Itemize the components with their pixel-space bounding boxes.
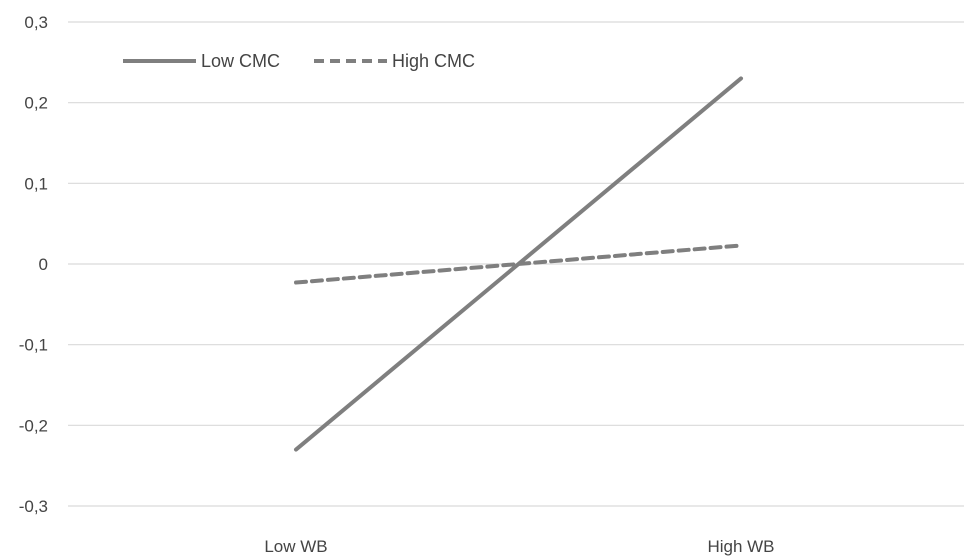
gridlines — [68, 21, 964, 507]
legend-label-high-cmc: High CMC — [392, 51, 475, 71]
y-tick-label: -0,1 — [19, 336, 48, 355]
y-tick-label: 0,3 — [24, 13, 48, 32]
x-category-label: High WB — [707, 537, 774, 556]
series-line-high-cmc — [294, 243, 743, 285]
y-tick-label: -0,2 — [19, 416, 48, 435]
legend: Low CMC High CMC — [123, 51, 475, 71]
y-tick-label: 0,1 — [24, 174, 48, 193]
x-category-label: Low WB — [264, 537, 327, 556]
legend-label-low-cmc: Low CMC — [201, 51, 280, 71]
y-tick-label: -0,3 — [19, 497, 48, 516]
x-axis-categories: Low WB High WB — [264, 537, 774, 556]
y-axis-ticks: 0,3 0,2 0,1 0 -0,1 -0,2 -0,3 — [19, 13, 48, 516]
y-tick-label: 0 — [39, 255, 48, 274]
series-lines — [294, 76, 743, 452]
y-tick-label: 0,2 — [24, 94, 48, 113]
